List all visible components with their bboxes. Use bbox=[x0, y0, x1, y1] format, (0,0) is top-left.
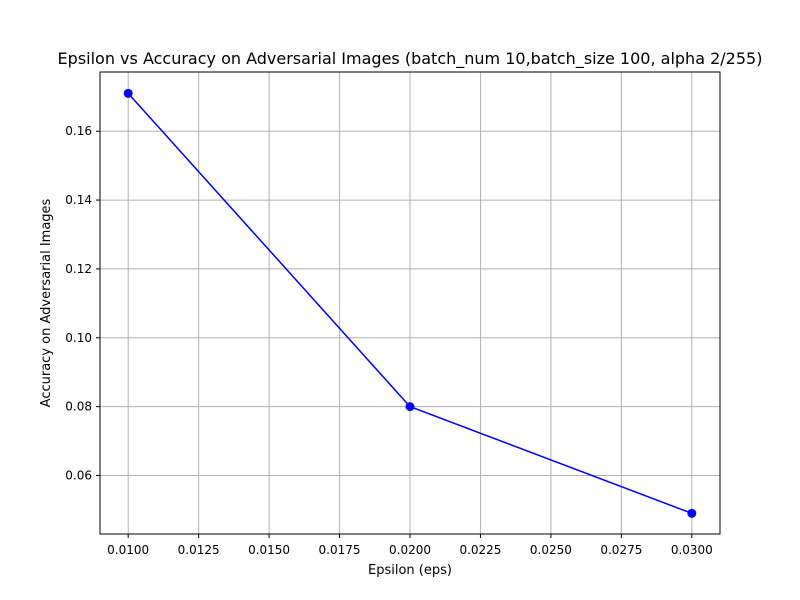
chart-title: Epsilon vs Accuracy on Adversarial Image… bbox=[58, 49, 763, 69]
x-tick-label: 0.0225 bbox=[459, 543, 501, 557]
y-tick-label: 0.10 bbox=[65, 331, 92, 345]
x-tick-label: 0.0175 bbox=[319, 543, 361, 557]
x-tick-label: 0.0100 bbox=[107, 543, 149, 557]
y-tick-label: 0.06 bbox=[65, 468, 92, 482]
grid-lines bbox=[100, 72, 720, 534]
data-point bbox=[687, 508, 697, 518]
x-tick-label: 0.0275 bbox=[600, 543, 642, 557]
x-tick-label: 0.0250 bbox=[530, 543, 572, 557]
axis-ticks: 0.0100 0.0125 0.0150 0.0175 0.0200 0.0225 0.02… bbox=[65, 124, 713, 557]
y-tick-label: 0.12 bbox=[65, 262, 92, 276]
x-tick-label: 0.0150 bbox=[248, 543, 290, 557]
data-point bbox=[123, 88, 133, 98]
y-tick-label: 0.08 bbox=[65, 400, 92, 414]
x-axis-label: Epsilon (eps) bbox=[368, 563, 452, 578]
y-axis-label: Accuracy on Adversarial Images bbox=[39, 198, 54, 407]
series-layer bbox=[123, 88, 697, 518]
x-tick-label: 0.0125 bbox=[178, 543, 220, 557]
y-tick-label: 0.16 bbox=[65, 124, 92, 138]
y-tick-label: 0.14 bbox=[65, 193, 92, 207]
x-tick-label: 0.0300 bbox=[671, 543, 713, 557]
x-tick-label: 0.0200 bbox=[389, 543, 431, 557]
data-point bbox=[405, 402, 415, 412]
